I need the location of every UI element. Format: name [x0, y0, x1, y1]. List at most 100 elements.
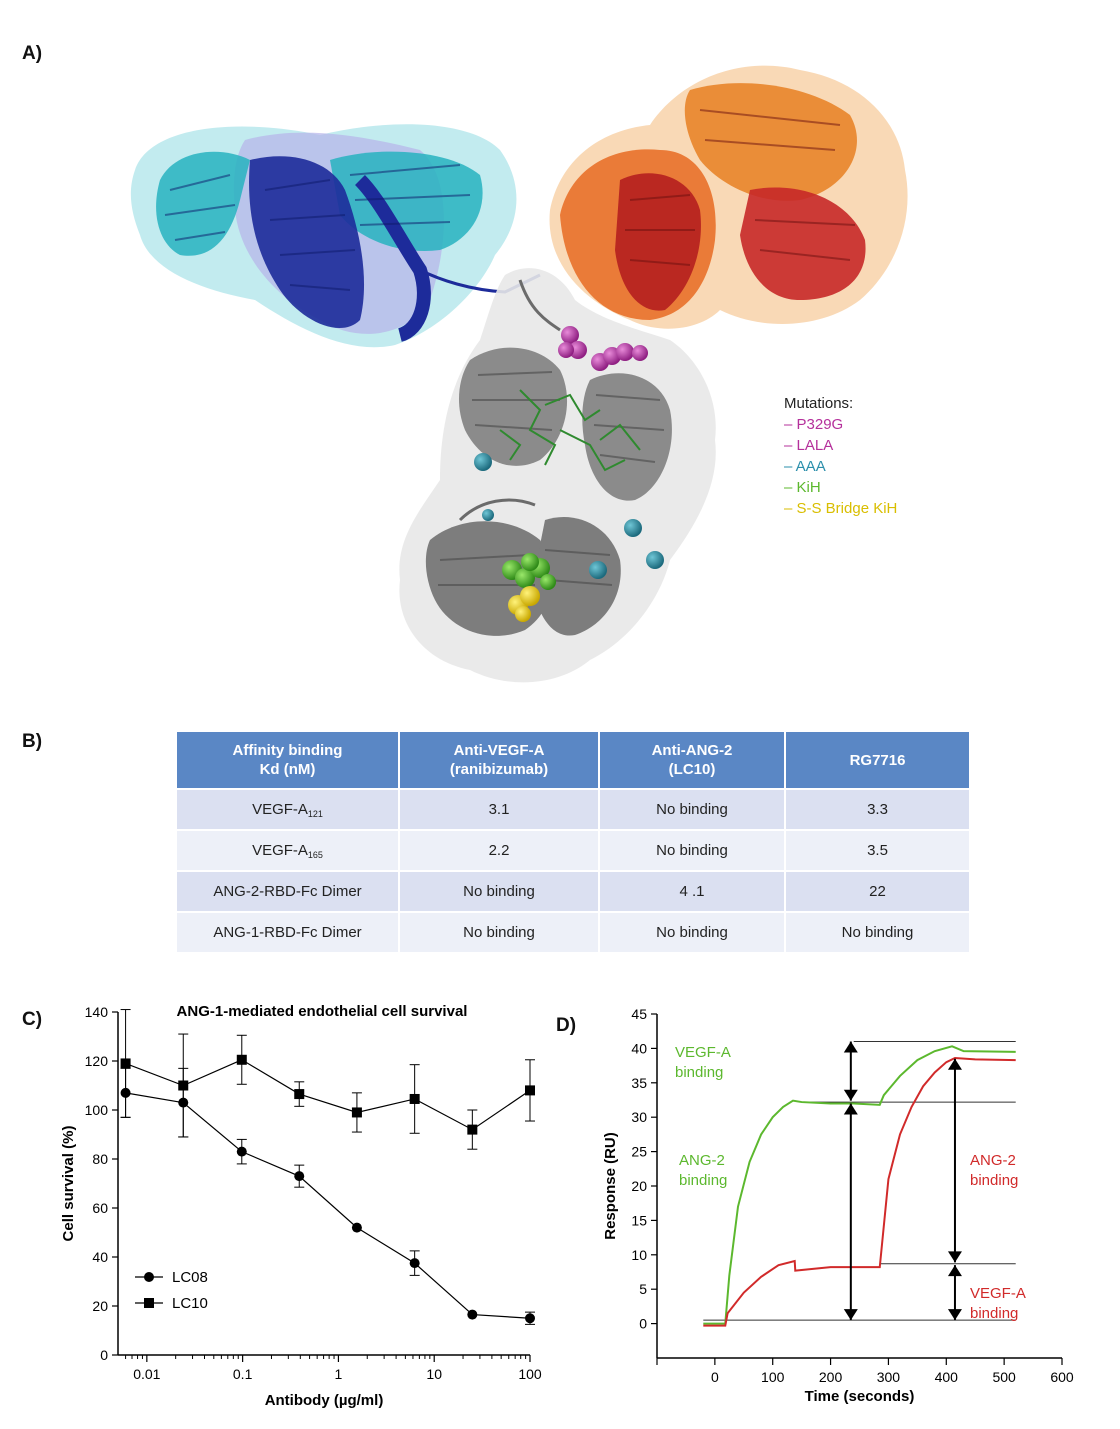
data-point-LC08: [236, 1146, 247, 1157]
table-cell: ANG-2-RBD-Fc Dimer: [177, 872, 398, 911]
annotation-line: VEGF-A: [675, 1044, 731, 1061]
y-tick-label: 25: [631, 1144, 647, 1160]
y-tick-label: 15: [631, 1212, 647, 1228]
glycan-sticks: [499, 389, 641, 472]
data-point-LC10: [525, 1085, 535, 1096]
y-tick-label: 20: [631, 1178, 647, 1194]
arrow-vegf-top-head-top: [843, 1041, 858, 1053]
table-cell: No binding: [400, 872, 598, 911]
y-tick-label: 5: [639, 1281, 647, 1297]
y-tick-label: 40: [631, 1040, 647, 1056]
legend-marker: [144, 1272, 154, 1282]
table-cell: 22: [786, 872, 969, 911]
table-row: ANG-1-RBD-Fc Dimer No binding No binding…: [177, 913, 969, 952]
table-cell: No binding: [786, 913, 969, 952]
annotation-line: ANG-2: [679, 1152, 725, 1169]
y-tick-label: 0: [100, 1347, 108, 1363]
y-tick-label: 30: [631, 1109, 647, 1125]
x-tick-label: 200: [819, 1369, 843, 1385]
annotation-label: VEGF-A binding: [970, 1285, 1026, 1322]
data-point-LC08: [525, 1313, 535, 1324]
legend-label: LC10: [172, 1295, 208, 1312]
x-tick-label: 10: [426, 1366, 442, 1382]
table-cell: No binding: [600, 831, 784, 870]
y-tick-label: 10: [631, 1247, 647, 1263]
response-curve-red: [703, 1057, 1016, 1327]
x-tick-label: 300: [877, 1369, 901, 1385]
y-axis-label: Cell survival (%): [60, 1126, 77, 1242]
y-tick-label: 120: [85, 1053, 109, 1069]
response-curve-green: [703, 1045, 1016, 1325]
legend-label: LC08: [172, 1269, 208, 1286]
table-row: ANG-2-RBD-Fc Dimer No binding 4 .1 22: [177, 872, 969, 911]
table-row: VEGF-A121 3.1 No binding 3.3: [177, 790, 969, 829]
table-row: VEGF-A165 2.2 No binding 3.5: [177, 831, 969, 870]
arrow-vegf-bottom-head-top: [947, 1265, 962, 1277]
y-tick-label: 0: [639, 1316, 647, 1332]
series-line-LC10: [125, 1059, 531, 1131]
x-axis-label: Antibody (µg/ml): [265, 1392, 384, 1409]
table-cell: 3.5: [786, 831, 969, 870]
data-point-LC10: [236, 1054, 247, 1065]
panel-label-c: C): [22, 1009, 43, 1030]
x-tick-label: 0.01: [133, 1366, 160, 1382]
y-tick-label: 60: [92, 1200, 108, 1216]
legend-item-lala: – LALA: [784, 437, 834, 454]
x-tick-label: 0.1: [233, 1366, 253, 1382]
data-point-LC10: [294, 1089, 305, 1100]
x-tick-label: 500: [992, 1369, 1016, 1385]
arrow-vegf-bottom-head-bottom: [947, 1309, 962, 1321]
data-point-LC10: [178, 1080, 189, 1091]
table-header-cell: RG7716: [786, 732, 969, 788]
x-tick-label: 400: [935, 1369, 959, 1385]
table-cell: 3.3: [786, 790, 969, 829]
y-tick-label: 140: [85, 1004, 109, 1020]
table-cell: No binding: [600, 790, 784, 829]
arrow-ang2-left-head-top: [843, 1103, 858, 1115]
legend-item-ss-bridge: – S-S Bridge KiH: [784, 500, 898, 517]
annotation-label: ANG-2 binding: [970, 1152, 1018, 1189]
x-tick-label: 1: [335, 1366, 343, 1382]
affinity-table: Affinity binding Kd (nM) Anti-VEGF-A (rani…: [175, 730, 971, 954]
annotation-line: binding: [970, 1305, 1018, 1322]
legend-item-p329g: – P329G: [784, 416, 844, 433]
x-tick-label: 600: [1050, 1369, 1074, 1385]
table-cell: 4 .1: [600, 872, 784, 911]
table-cell: ANG-1-RBD-Fc Dimer: [177, 913, 398, 952]
chart-binding-response: 0 5 10 15 20 25 30 35 40 45 0 100 200 300 400 500 600 Tim…: [602, 1006, 1074, 1405]
table-header-cell: Affinity binding Kd (nM): [177, 732, 398, 788]
data-point-LC08: [351, 1222, 362, 1233]
data-point-LC10: [467, 1124, 478, 1135]
fab-domain-ang2: [549, 65, 908, 329]
data-point-LC10: [351, 1107, 362, 1118]
y-tick-label: 45: [631, 1006, 647, 1022]
mutation-spheres: [474, 326, 664, 622]
fab-domain-vegf: [130, 124, 541, 348]
y-tick-label: 20: [92, 1298, 108, 1314]
x-axis-label: Time (seconds): [805, 1388, 915, 1405]
annotation-line: ANG-2: [970, 1152, 1016, 1169]
arrow-vegf-top-head-bottom: [843, 1089, 858, 1101]
y-tick-label: 80: [92, 1151, 108, 1167]
table-cell: VEGF-A121: [177, 790, 398, 829]
panel-label-a: A): [22, 43, 43, 64]
panel-label-b: B): [22, 731, 43, 752]
legend-title: Mutations:: [784, 395, 854, 412]
y-axis-label: Response (RU): [602, 1132, 619, 1240]
annotation-line: binding: [679, 1172, 727, 1189]
arrow-ang2-right-head-bottom: [947, 1251, 962, 1263]
legend-item-aaa: – AAA: [784, 458, 826, 475]
antibody-structure-illustration: [130, 65, 908, 683]
annotation-label: ANG-2 binding: [679, 1152, 727, 1189]
x-tick-label: 100: [518, 1366, 542, 1382]
data-point-LC10: [409, 1093, 420, 1104]
arrow-ang2-left-head-bottom: [843, 1309, 858, 1321]
data-point-LC08: [294, 1171, 305, 1182]
panel-label-d: D): [556, 1015, 577, 1036]
series-line-LC08: [125, 1092, 531, 1319]
arrow-ang2-right-head-top: [947, 1058, 962, 1070]
x-tick-label: 100: [761, 1369, 785, 1385]
annotation-label: VEGF-A binding: [675, 1044, 731, 1081]
table-cell: No binding: [600, 913, 784, 952]
legend-item-kih: – KiH: [784, 479, 821, 496]
